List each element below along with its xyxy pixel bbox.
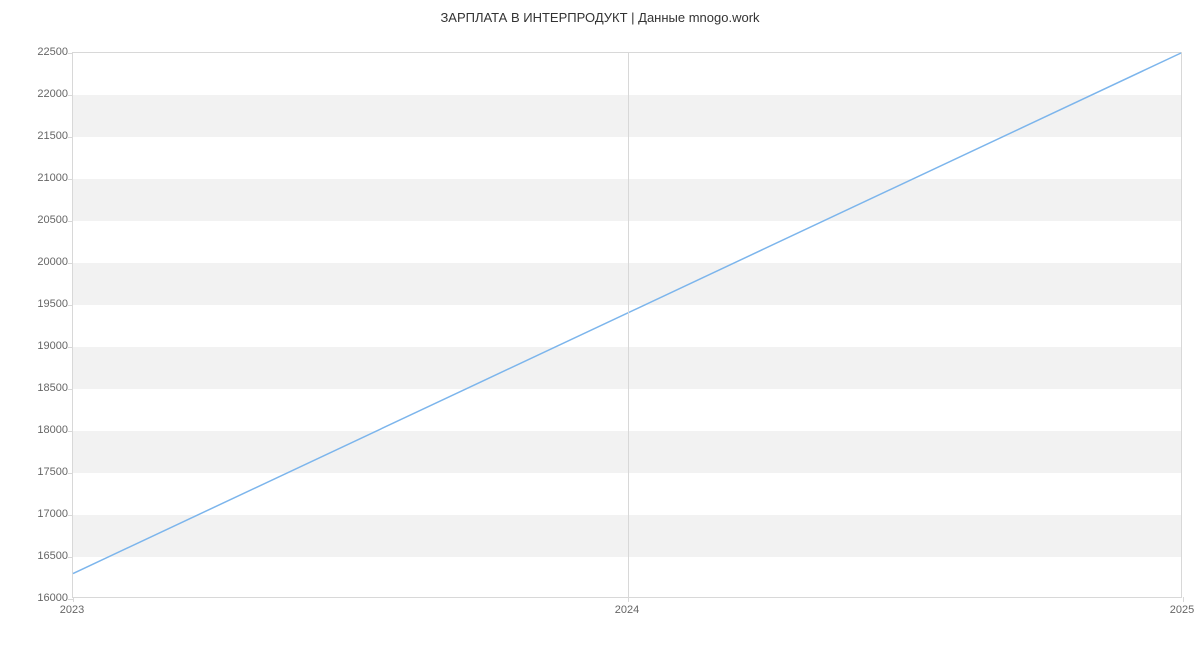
y-tick-label: 16000 xyxy=(8,592,68,604)
line-layer xyxy=(73,53,1181,597)
y-tick-mark xyxy=(68,179,73,180)
x-tick-mark xyxy=(1183,597,1184,602)
y-tick-label: 22000 xyxy=(8,88,68,100)
y-tick-mark xyxy=(68,431,73,432)
y-tick-label: 20500 xyxy=(8,214,68,226)
y-tick-label: 17000 xyxy=(8,508,68,520)
y-tick-mark xyxy=(68,305,73,306)
series-line xyxy=(73,53,1181,574)
grid-vline xyxy=(628,53,629,597)
x-tick-label: 2025 xyxy=(1170,604,1194,616)
x-tick-label: 2024 xyxy=(615,604,639,616)
x-tick-label: 2023 xyxy=(60,604,84,616)
y-tick-mark xyxy=(68,473,73,474)
y-tick-mark xyxy=(68,263,73,264)
y-tick-label: 17500 xyxy=(8,466,68,478)
y-tick-mark xyxy=(68,95,73,96)
y-tick-mark xyxy=(68,221,73,222)
y-tick-label: 16500 xyxy=(8,550,68,562)
x-tick-mark xyxy=(73,597,74,602)
y-tick-label: 18500 xyxy=(8,382,68,394)
y-tick-mark xyxy=(68,53,73,54)
y-tick-mark xyxy=(68,557,73,558)
y-tick-mark xyxy=(68,137,73,138)
y-tick-label: 19500 xyxy=(8,298,68,310)
y-tick-label: 21000 xyxy=(8,172,68,184)
y-tick-label: 21500 xyxy=(8,130,68,142)
y-tick-label: 19000 xyxy=(8,340,68,352)
y-tick-label: 22500 xyxy=(8,46,68,58)
y-tick-mark xyxy=(68,347,73,348)
y-tick-mark xyxy=(68,515,73,516)
plot-area xyxy=(72,52,1182,598)
y-tick-mark xyxy=(68,389,73,390)
y-tick-label: 18000 xyxy=(8,424,68,436)
chart-title: ЗАРПЛАТА В ИНТЕРПРОДУКТ | Данные mnogo.w… xyxy=(0,0,1200,25)
chart-container: 16000 16500 17000 17500 18000 18500 19000 19500… xyxy=(0,30,1200,630)
x-tick-mark xyxy=(628,597,629,602)
y-tick-label: 20000 xyxy=(8,256,68,268)
